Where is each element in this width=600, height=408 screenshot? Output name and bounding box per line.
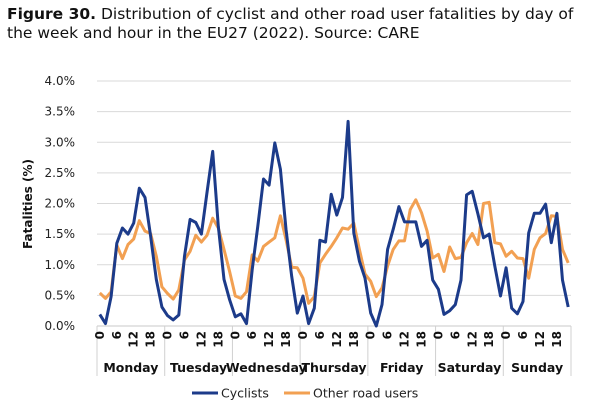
y-tick-label: 0.0% <box>45 319 76 333</box>
hour-tick-label: 18 <box>279 331 293 348</box>
y-tick-label: 2.0% <box>45 197 76 211</box>
hour-tick-label: 6 <box>381 331 395 339</box>
hour-tick-label: 0 <box>228 331 242 339</box>
series-line-other-road-users <box>98 198 570 305</box>
y-tick-label: 0.5% <box>45 288 76 302</box>
hour-tick-label: 12 <box>330 331 344 348</box>
y-tick-label: 2.5% <box>45 166 76 180</box>
hour-tick-label: 12 <box>465 331 479 348</box>
hour-tick-label: 0 <box>296 331 310 339</box>
hour-tick-label: 6 <box>313 331 327 339</box>
hour-tick-label: 18 <box>347 331 361 348</box>
legend-label: Other road users <box>313 386 418 401</box>
day-label: Friday <box>380 360 423 375</box>
hour-tick-label: 18 <box>482 331 496 348</box>
gridlines <box>97 80 571 327</box>
figure-label: Figure 30. <box>7 5 97 23</box>
y-tick-label: 4.0% <box>45 74 76 88</box>
day-label: Wednesday <box>226 360 307 375</box>
series-line-cyclists <box>98 119 570 328</box>
hour-tick-label: 12 <box>398 331 412 348</box>
hour-tick-label: 18 <box>144 331 158 348</box>
day-label: Monday <box>103 360 158 375</box>
hour-tick-label: 6 <box>516 331 530 339</box>
hour-tick-label: 0 <box>364 331 378 339</box>
hour-tick-label: 18 <box>414 331 428 348</box>
hour-tick-label: 12 <box>194 331 208 348</box>
hour-tick-label: 12 <box>533 331 547 348</box>
hour-tick-label: 0 <box>499 331 513 339</box>
hour-tick-label: 18 <box>550 331 564 348</box>
hour-tick-label: 6 <box>245 331 259 339</box>
figure-caption-text: Distribution of cyclist and other road u… <box>7 5 574 42</box>
hour-tick-label: 18 <box>211 331 225 348</box>
y-tick-label: 1.5% <box>45 227 76 241</box>
hour-tick-label: 0 <box>431 331 445 339</box>
hour-tick-label: 12 <box>262 331 276 348</box>
y-tick-label: 3.5% <box>45 105 76 119</box>
hour-tick-label: 6 <box>177 331 191 339</box>
hour-tick-label: 0 <box>93 331 107 339</box>
day-label: Tuesday <box>170 360 227 375</box>
hour-tick-label: 0 <box>161 331 175 339</box>
y-tick-label: 3.0% <box>45 135 76 149</box>
y-axis-title: Fatalities (%) <box>21 159 35 249</box>
y-tick-label: 1.0% <box>45 258 76 272</box>
series-lines <box>98 119 570 328</box>
figure-caption: Figure 30. Distribution of cyclist and o… <box>7 5 597 43</box>
day-label: Sunday <box>511 360 563 375</box>
legend-label: Cyclists <box>221 386 269 401</box>
legend: Cyclists Other road users <box>192 386 418 401</box>
y-axis-ticks: 0.0% 0.5% 1.0% 1.5% 2.0% 2.5% 3.0% 3.5% 4.0% <box>45 74 76 333</box>
hour-tick-label: 6 <box>448 331 462 339</box>
day-label: Thursday <box>301 360 366 375</box>
hour-tick-label: 12 <box>127 331 141 348</box>
day-label: Saturday <box>438 360 502 375</box>
hour-tick-label: 6 <box>110 331 124 339</box>
